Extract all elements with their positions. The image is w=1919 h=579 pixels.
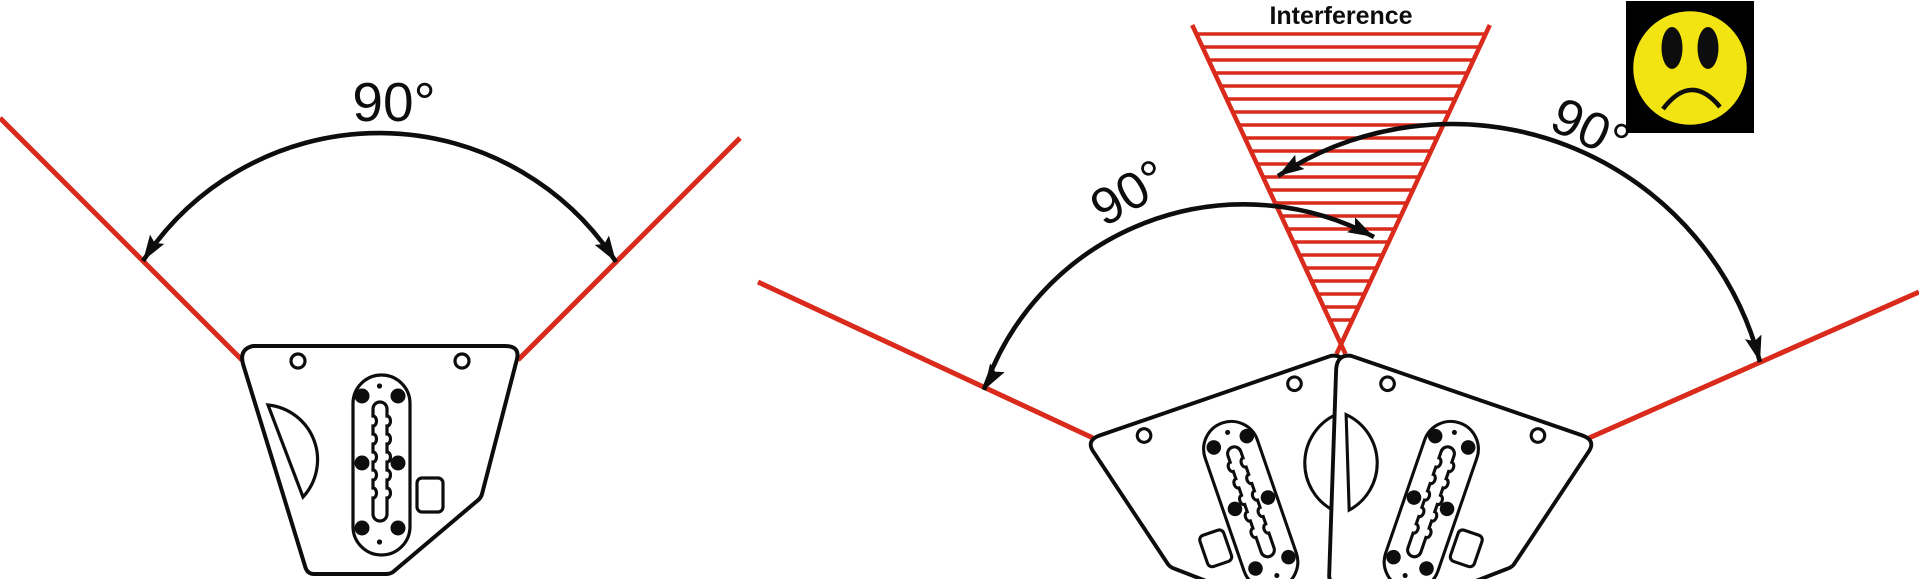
interference-label: Interference <box>1269 2 1412 30</box>
coverage-line-left <box>0 116 244 362</box>
speaker-cabinet <box>240 344 520 576</box>
coverage-line-outer-left <box>756 279 1095 441</box>
single-speaker-diagram: 90° <box>0 71 742 576</box>
coverage-line-outer-right <box>1587 289 1919 441</box>
angle-label: 90° <box>352 71 435 133</box>
angle-arc-left <box>981 202 1376 391</box>
angle-label-right: 90° <box>1542 87 1638 173</box>
paired-speakers-diagram: 90° 90° Interference <box>756 1 1919 579</box>
angle-label-left: 90° <box>1081 149 1178 239</box>
inner-coverage-line-right-speaker <box>1190 24 1348 355</box>
inner-coverage-line-left-speaker <box>1334 24 1492 355</box>
angle-arc-right <box>1276 121 1763 363</box>
angle-arc <box>141 130 618 264</box>
interference-zone-hatching <box>1196 32 1486 322</box>
sad-face-icon <box>1626 1 1754 133</box>
arrowhead-icon <box>1273 154 1305 184</box>
coverage-line-right <box>516 136 742 362</box>
